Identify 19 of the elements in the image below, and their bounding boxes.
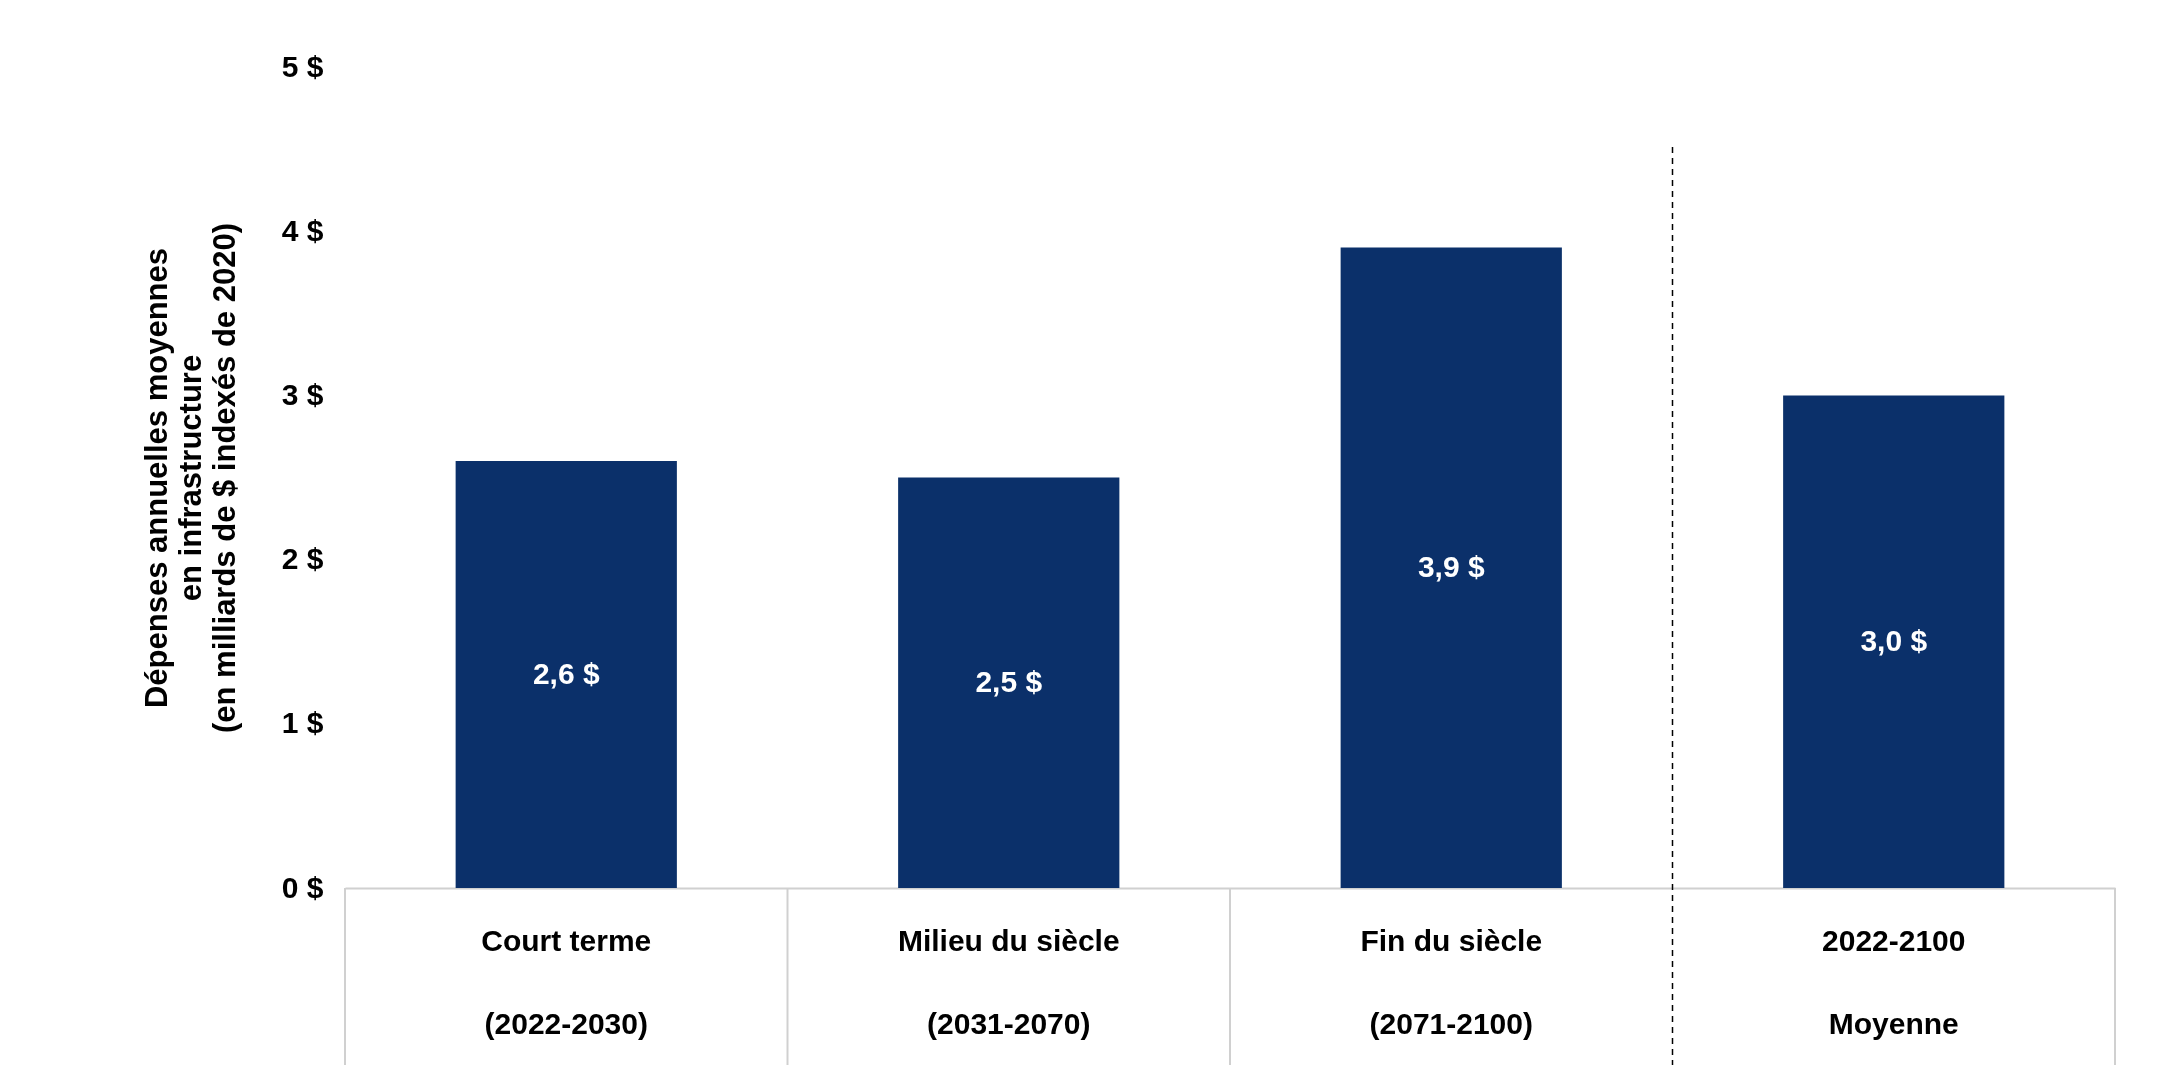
- bar: [455, 461, 677, 888]
- y-tick-label: 5 $: [281, 49, 324, 83]
- category-label: 2022-2100 Moyenne: [1822, 923, 1966, 1040]
- category-label: Fin du siècle (2071-2100): [1360, 923, 1543, 1040]
- data-label: 2,6 $: [532, 656, 600, 690]
- data-label: 2,5 $: [975, 664, 1043, 698]
- bar: [1340, 247, 1562, 888]
- category-label: Court terme (2022-2030): [481, 923, 652, 1040]
- y-tick-label: 3 $: [281, 377, 324, 411]
- data-label: 3,9 $: [1417, 549, 1485, 583]
- y-tick-label: 1 $: [281, 706, 324, 740]
- y-tick-label: 4 $: [281, 213, 324, 247]
- bar: [1783, 395, 2005, 888]
- bar: [898, 477, 1120, 888]
- y-axis-title: Dépenses annuelles moyennes en infrastructure (en milliards de $ indexés de 2020): [138, 222, 242, 734]
- category-label: Milieu du siècle (2031-2070): [897, 923, 1120, 1040]
- y-tick-label: 2 $: [281, 542, 324, 576]
- data-label: 3,0 $: [1860, 623, 1928, 657]
- y-tick-label: 0 $: [281, 870, 324, 904]
